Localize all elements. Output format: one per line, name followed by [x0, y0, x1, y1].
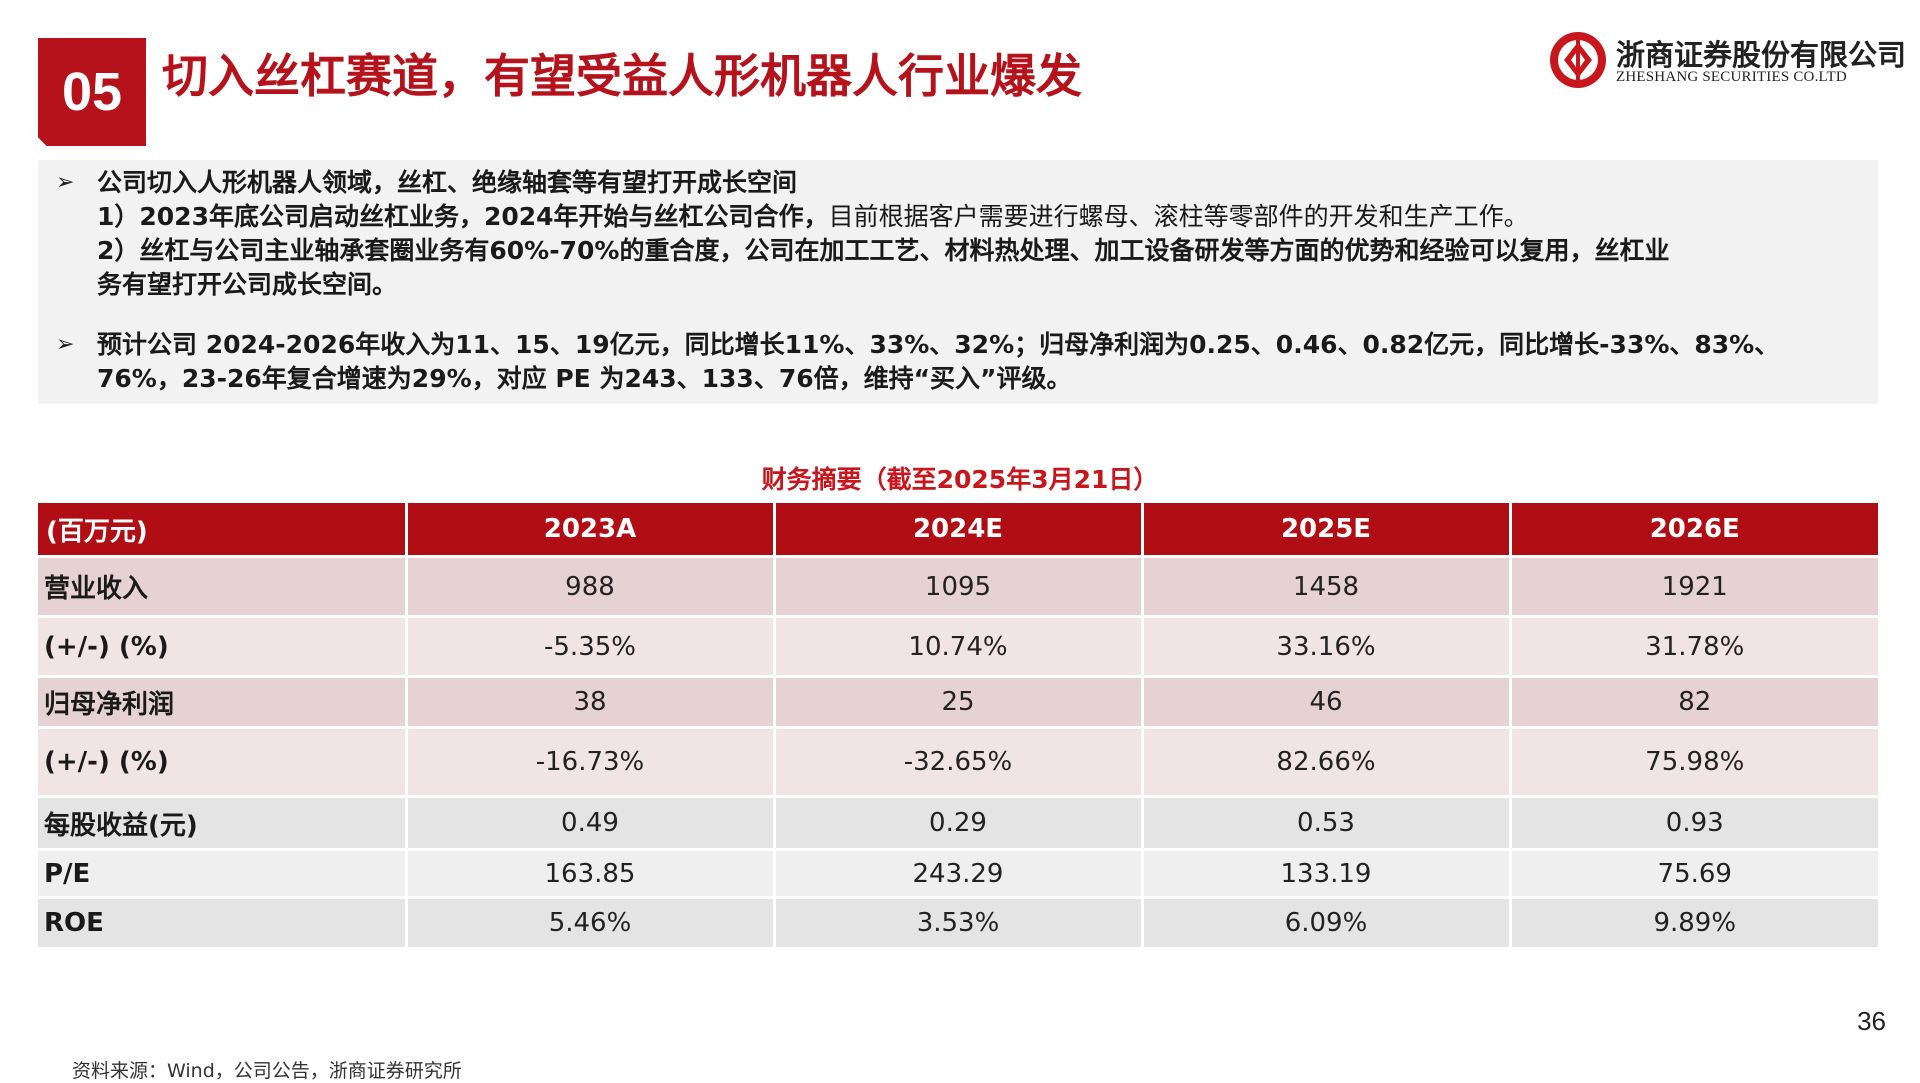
table-row: (+/-) (%) -16.73% -32.65% 82.66% 75.98% — [38, 727, 1878, 798]
company-name-en: ZHESHANG SECURITIES CO.LTD — [1616, 69, 1847, 85]
summary-box — [38, 160, 1878, 404]
table-title: 财务摘要（截至2025年3月21日） — [761, 465, 1159, 494]
row-label: P/E — [38, 849, 408, 899]
company-logo: 浙商证券股份有限公司 ZHESHANG SECURITIES CO.LTD — [1548, 30, 1906, 90]
row-label: ROE — [38, 897, 408, 950]
table-cell: 0.29 — [774, 796, 1144, 851]
zheshang-logo-icon — [1550, 32, 1606, 88]
summary-point-2-line-1: 预计公司 2024-2026年收入为11、15、19亿元，同比增长11%、33%… — [97, 330, 1780, 359]
table-cell: 33.16% — [1142, 616, 1512, 678]
page-number: 36 — [1857, 1006, 1886, 1036]
table-cell: 0.53 — [1142, 796, 1512, 851]
table-cell: 82.66% — [1142, 727, 1512, 798]
table-cell: 0.93 — [1510, 796, 1878, 851]
row-label: 归母净利润 — [38, 676, 408, 729]
table-cell: 1458 — [1142, 556, 1512, 618]
table-cell: 10.74% — [774, 616, 1144, 678]
table-cell: 163.85 — [406, 849, 776, 899]
column-header-2026e: 2026E — [1510, 503, 1878, 558]
financial-summary-table: (百万元) 2023A 2024E 2025E 2026E 营业收入 988 1… — [38, 503, 1878, 950]
column-header-2025e: 2025E — [1142, 503, 1512, 558]
table-cell: 31.78% — [1510, 616, 1878, 678]
section-number: 05 — [61, 62, 123, 122]
table-cell: 38 — [406, 676, 776, 729]
page-title: 切入丝杠赛道，有望受益人形机器人行业爆发 — [162, 49, 1082, 103]
company-name-cn: 浙商证券股份有限公司 — [1616, 38, 1907, 72]
row-label: (+/-) (%) — [38, 727, 408, 798]
table-cell: 3.53% — [774, 897, 1144, 950]
table-cell: 46 — [1142, 676, 1512, 729]
table-cell: 75.98% — [1510, 727, 1878, 798]
table-row: 每股收益(元) 0.49 0.29 0.53 0.93 — [38, 796, 1878, 851]
arrow-bullet-icon: ➢ — [56, 170, 75, 195]
table-cell: 1095 — [774, 556, 1144, 618]
row-label: (+/-) (%) — [38, 616, 408, 678]
table-row: P/E 163.85 243.29 133.19 75.69 — [38, 849, 1878, 899]
table-row: 归母净利润 38 25 46 82 — [38, 676, 1878, 729]
table-cell: 133.19 — [1142, 849, 1512, 899]
table-cell: 6.09% — [1142, 897, 1512, 950]
table-cell: 243.29 — [774, 849, 1144, 899]
table-cell: 1921 — [1510, 556, 1878, 618]
table-cell: 988 — [406, 556, 776, 618]
summary-point-1-item-1-normal: 目前根据客户需要进行螺母、滚柱等零部件的开发和生产工作。 — [828, 202, 1529, 231]
table-cell: 5.46% — [406, 897, 776, 950]
table-cell: 25 — [774, 676, 1144, 729]
table-cell: 75.69 — [1510, 849, 1878, 899]
column-header-unit: (百万元) — [38, 503, 408, 558]
section-number-badge — [38, 38, 146, 146]
table-cell: 0.49 — [406, 796, 776, 851]
source-note: 资料来源：Wind，公司公告，浙商证券研究所 — [72, 1060, 462, 1082]
table-row: (+/-) (%) -5.35% 10.74% 33.16% 31.78% — [38, 616, 1878, 678]
column-header-2023a: 2023A — [406, 503, 776, 558]
summary-point-1-item-1: 1）2023年底公司启动丝杠业务，2024年开始与丝杠公司合作，目前根据客户需要… — [97, 200, 1529, 234]
table-cell: 9.89% — [1510, 897, 1878, 950]
table-row: 营业收入 988 1095 1458 1921 — [38, 556, 1878, 618]
row-label: 每股收益(元) — [38, 796, 408, 851]
table-cell: -5.35% — [406, 616, 776, 678]
arrow-bullet-icon: ➢ — [56, 332, 75, 357]
row-label: 营业收入 — [38, 556, 408, 618]
table-cell: -32.65% — [774, 727, 1144, 798]
table-header-row: (百万元) 2023A 2024E 2025E 2026E — [38, 503, 1878, 558]
summary-point-1-item-1-bold: 1）2023年底公司启动丝杠业务，2024年开始与丝杠公司合作， — [97, 202, 829, 231]
summary-point-1-heading: 公司切入人形机器人领域，丝杠、绝缘轴套等有望打开成长空间 — [97, 168, 798, 197]
table-row: ROE 5.46% 3.53% 6.09% 9.89% — [38, 897, 1878, 950]
summary-point-2-line-2: 76%，23-26年复合增速为29%，对应 PE 为243、133、76倍，维持… — [97, 364, 1072, 393]
table-cell: -16.73% — [406, 727, 776, 798]
summary-point-1-item-2-line-2: 务有望打开公司成长空间。 — [97, 270, 398, 299]
table-cell: 82 — [1510, 676, 1878, 729]
summary-point-1-item-2-line-1: 2）丝杠与公司主业轴承套圈业务有60%-70%的重合度，公司在加工工艺、材料热处… — [97, 236, 1670, 265]
column-header-2024e: 2024E — [774, 503, 1144, 558]
